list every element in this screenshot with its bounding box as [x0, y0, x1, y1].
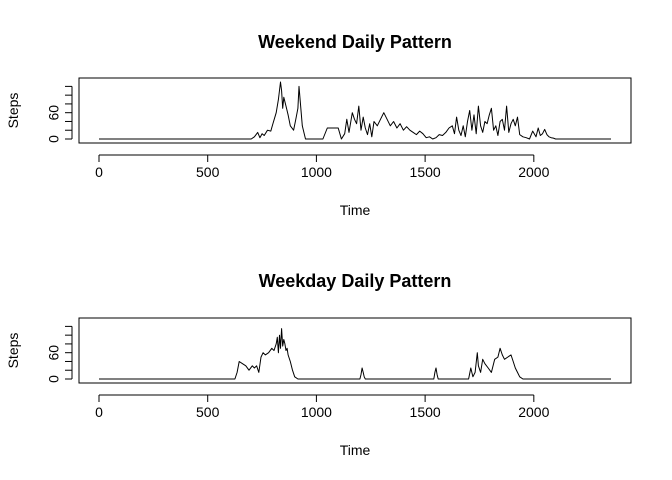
x-axis-label-weekday: Time — [340, 442, 371, 458]
plot-frame-weekend — [78, 77, 632, 144]
x-axis-weekday: 0 500 1000 1500 2000 — [95, 394, 550, 420]
y-tick-label: 0 — [46, 375, 62, 383]
panel-weekend: Weekend Daily Pattern 0 500 1000 1500 2000 0… — [5, 32, 632, 218]
chart-title-weekend: Weekend Daily Pattern — [258, 32, 452, 52]
plot-frame-weekday — [78, 317, 632, 384]
x-tick-label: 0 — [95, 404, 103, 420]
weekend-steps-line — [99, 81, 611, 140]
y-axis-label-weekday: Steps — [5, 333, 21, 369]
x-tick-label: 2000 — [518, 164, 549, 180]
y-tick-label: 60 — [46, 345, 62, 361]
x-tick-label: 1000 — [301, 404, 332, 420]
y-axis-label-weekend: Steps — [5, 93, 21, 129]
x-tick-label: 1500 — [410, 164, 441, 180]
x-tick-label: 1000 — [301, 164, 332, 180]
x-tick-label: 2000 — [518, 404, 549, 420]
panel-weekday: Weekday Daily Pattern 0 500 1000 1500 2000 0… — [5, 271, 632, 458]
x-axis-weekend: 0 500 1000 1500 2000 — [95, 154, 550, 180]
x-tick-label: 0 — [95, 164, 103, 180]
y-axis-weekend: 0 60 — [46, 85, 73, 143]
x-tick-label: 500 — [196, 164, 220, 180]
chart-title-weekday: Weekday Daily Pattern — [259, 271, 452, 291]
y-tick-label: 60 — [46, 105, 62, 121]
weekday-steps-line — [99, 328, 611, 380]
y-axis-weekday: 0 60 — [46, 325, 73, 383]
y-tick-label: 0 — [46, 135, 62, 143]
x-tick-label: 500 — [196, 404, 220, 420]
x-axis-label-weekend: Time — [340, 202, 371, 218]
x-tick-label: 1500 — [410, 404, 441, 420]
